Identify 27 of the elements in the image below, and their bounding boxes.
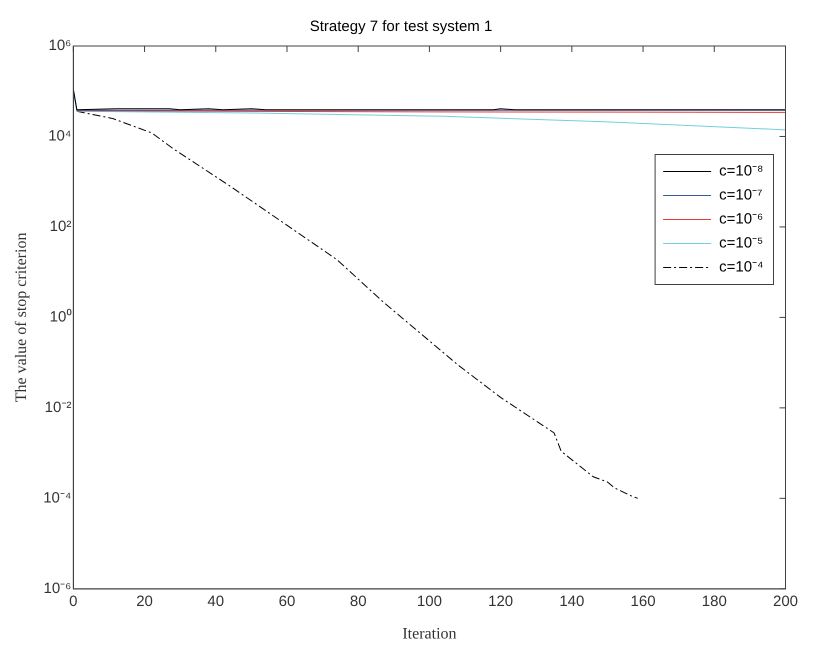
x-tick-label: 40 [207, 592, 224, 610]
y-tick-label: 10⁻² [44, 399, 72, 416]
y-axis-title: The value of stop criterion [12, 232, 30, 402]
x-tick-label: 200 [772, 592, 798, 610]
legend-label: c=10⁻⁷ [719, 186, 762, 204]
y-tick-label: 10⁻⁴ [43, 489, 72, 506]
y-tick-label: 10⁶ [48, 37, 72, 54]
x-tick-label: 140 [559, 592, 584, 610]
legend-label: c=10⁻⁴ [719, 258, 764, 276]
x-tick-label: 120 [488, 592, 514, 610]
chart-title: Strategy 7 for test system 1 [310, 18, 492, 36]
y-tick-label: 10⁴ [48, 128, 72, 145]
legend-label: c=10⁻⁵ [719, 234, 764, 252]
y-tick-label: 10⁻⁶ [43, 580, 72, 597]
legend-label: c=10⁻⁶ [719, 210, 764, 228]
x-tick-label: 100 [416, 592, 442, 610]
y-tick-label: 10² [50, 218, 72, 236]
x-tick-label: 60 [278, 592, 296, 610]
line-series [76, 110, 638, 499]
x-tick-label: 0 [69, 592, 78, 610]
legend-label: c=10⁻⁸ [719, 162, 764, 180]
x-tick-label: 80 [350, 592, 367, 610]
x-tick-label: 160 [630, 592, 656, 610]
x-tick-label: 180 [702, 592, 727, 610]
x-tick-label: 20 [136, 592, 153, 610]
x-axis-title: Iteration [402, 626, 457, 643]
y-tick-label: 10⁰ [50, 308, 72, 326]
